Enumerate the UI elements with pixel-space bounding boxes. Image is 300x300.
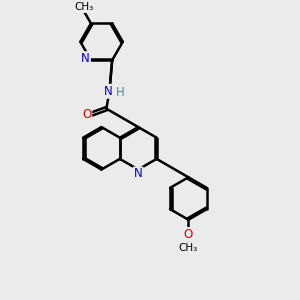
Text: N: N: [134, 167, 142, 180]
Text: O: O: [82, 108, 91, 121]
Text: N: N: [81, 52, 90, 65]
Text: H: H: [116, 86, 124, 99]
Text: CH₃: CH₃: [74, 2, 93, 12]
Text: O: O: [184, 228, 193, 241]
Text: N: N: [103, 85, 112, 98]
Text: CH₃: CH₃: [179, 243, 198, 253]
